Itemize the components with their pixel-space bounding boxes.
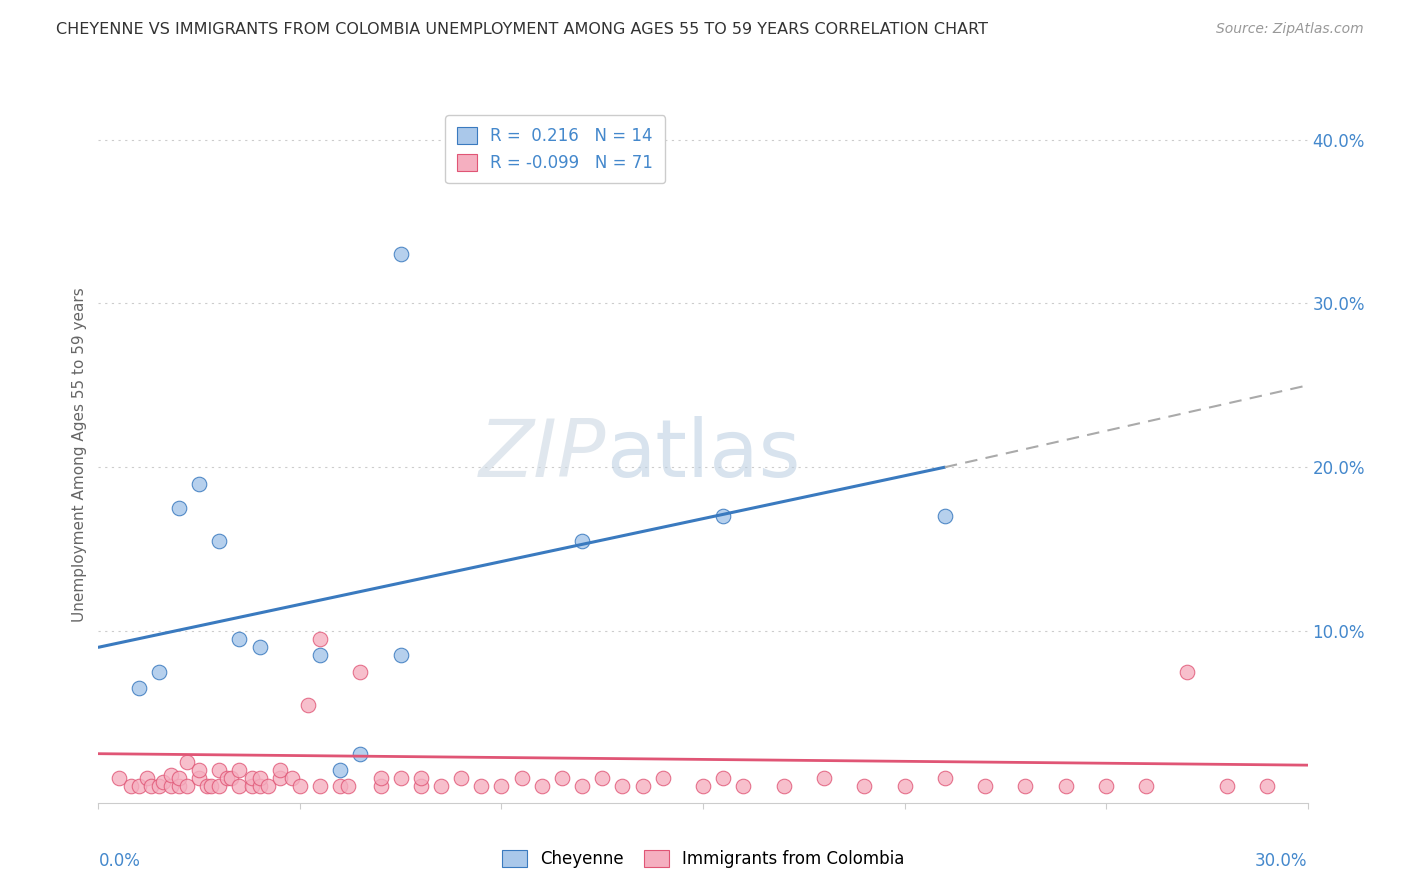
Point [329,763,352,777]
Point [309,632,332,646]
Point [240,771,263,785]
Point [1175,665,1198,679]
Point [631,780,654,794]
Point [389,247,412,261]
Point [409,780,432,794]
Text: 30.0%: 30.0% [1256,852,1308,870]
Point [249,780,271,794]
Point [167,771,190,785]
Point [200,780,222,794]
Point [167,501,190,516]
Text: atlas: atlas [606,416,800,494]
Point [228,763,250,777]
Point [160,780,183,794]
Point [188,771,211,785]
Point [450,771,472,785]
Point [176,780,198,794]
Point [176,755,198,769]
Y-axis label: Unemployment Among Ages 55 to 59 years: Unemployment Among Ages 55 to 59 years [72,287,87,623]
Text: ZIP: ZIP [479,416,606,494]
Point [195,780,218,794]
Point [269,763,291,777]
Text: Source: ZipAtlas.com: Source: ZipAtlas.com [1216,22,1364,37]
Point [337,780,360,794]
Point [692,780,714,794]
Point [370,771,392,785]
Point [188,476,211,491]
Point [772,780,794,794]
Point [269,771,291,785]
Point [934,771,956,785]
Point [551,771,574,785]
Point [370,780,392,794]
Point [228,780,250,794]
Point [389,648,412,663]
Point [813,771,835,785]
Point [208,763,231,777]
Point [309,648,332,663]
Point [409,771,432,785]
Point [1054,780,1077,794]
Text: 0.0%: 0.0% [98,852,141,870]
Point [470,780,492,794]
Point [1014,780,1036,794]
Point [329,780,352,794]
Point [148,665,170,679]
Point [135,771,157,785]
Text: CHEYENNE VS IMMIGRANTS FROM COLOMBIA UNEMPLOYMENT AMONG AGES 55 TO 59 YEARS CORR: CHEYENNE VS IMMIGRANTS FROM COLOMBIA UNE… [56,22,988,37]
Point [349,747,371,761]
Point [1135,780,1157,794]
Point [240,780,263,794]
Point [1095,780,1118,794]
Point [651,771,673,785]
Point [510,771,533,785]
Point [1256,780,1278,794]
Legend: Cheyenne, Immigrants from Colombia: Cheyenne, Immigrants from Colombia [495,843,911,875]
Point [934,509,956,524]
Point [208,780,231,794]
Point [249,771,271,785]
Point [974,780,997,794]
Point [309,780,332,794]
Point [349,665,371,679]
Point [128,780,150,794]
Point [389,771,412,785]
Point [571,780,593,794]
Point [217,771,239,785]
Point [148,780,170,794]
Point [120,780,142,794]
Point [128,681,150,696]
Point [249,640,271,655]
Point [167,780,190,794]
Point [530,780,553,794]
Point [139,780,162,794]
Point [893,780,915,794]
Point [221,771,243,785]
Point [188,763,211,777]
Point [208,533,231,548]
Point [228,632,250,646]
Point [591,771,613,785]
Point [297,698,319,712]
Point [571,533,593,548]
Point [288,780,311,794]
Point [107,771,129,785]
Point [711,771,734,785]
Point [612,780,634,794]
Legend: R =  0.216   N = 14, R = -0.099   N = 71: R = 0.216 N = 14, R = -0.099 N = 71 [446,115,665,184]
Point [1216,780,1239,794]
Point [281,771,304,785]
Point [160,768,183,782]
Point [152,774,174,789]
Point [430,780,453,794]
Point [733,780,755,794]
Point [853,780,876,794]
Point [491,780,513,794]
Point [256,780,278,794]
Point [711,509,734,524]
